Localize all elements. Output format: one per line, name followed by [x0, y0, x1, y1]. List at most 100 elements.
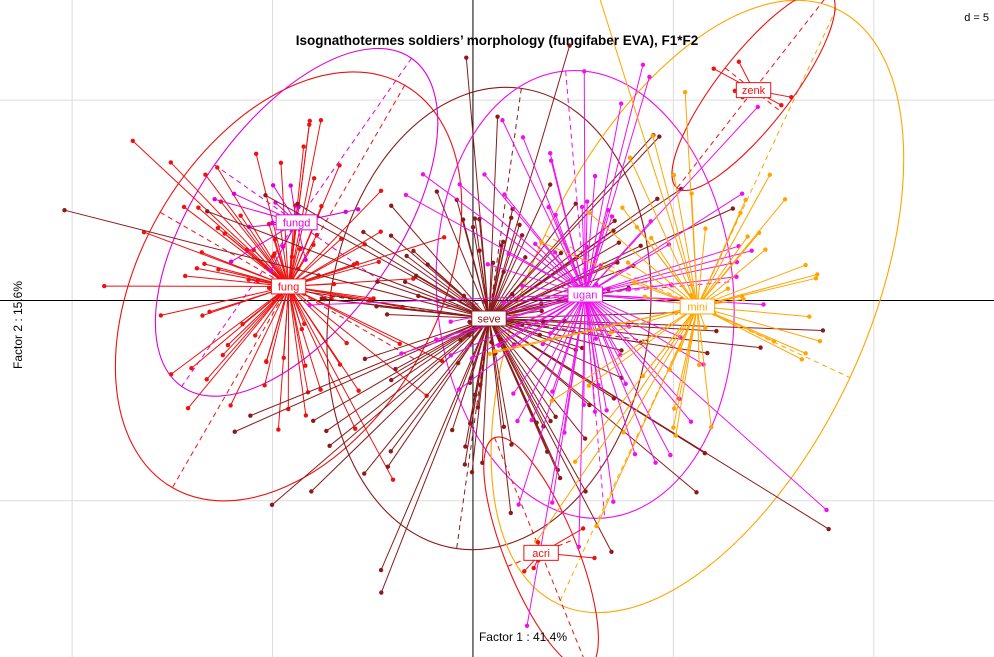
group-label-zenk: zenk [735, 82, 772, 99]
data-point-seve [322, 297, 327, 302]
data-point-ugan [547, 151, 553, 156]
data-point-mini [745, 234, 750, 239]
star-segment-seve [310, 318, 490, 492]
star-segment-seve [488, 318, 538, 423]
data-point-ugan [403, 192, 409, 198]
data-point-seve [523, 255, 528, 260]
group-labels: fung fungd seve ugan mini zenk acri [270, 82, 772, 561]
star-segment-ugan [584, 294, 704, 365]
data-point-seve [263, 193, 268, 198]
data-point-fungd [268, 268, 273, 273]
star-segment-fung [132, 140, 289, 287]
data-point-ugan [548, 331, 553, 336]
group-label-box-seve [471, 310, 507, 327]
data-point-ugan [582, 69, 587, 74]
data-point-fung [441, 235, 447, 240]
star-segment-seve [481, 318, 490, 463]
data-point-ugan [761, 302, 766, 307]
star-segment-ugan [436, 293, 586, 340]
data-point-fung [264, 359, 269, 364]
data-point-fungd [228, 259, 234, 264]
data-point-seve [460, 217, 466, 222]
data-point-seve [730, 206, 736, 211]
data-point-seve [705, 350, 710, 356]
data-point-ugan [485, 262, 490, 267]
star-segment-fung [288, 286, 360, 391]
data-point-ugan [448, 319, 453, 324]
star-segment-ugan [534, 243, 586, 295]
star-segment-mini [489, 305, 698, 355]
data-point-fung [220, 352, 225, 358]
ellipse-major-axis-seve [456, 88, 522, 549]
data-point-fung [204, 377, 209, 382]
star-segment-ugan [583, 71, 586, 295]
data-point-seve [638, 243, 643, 249]
star-segment-fung [254, 286, 289, 336]
star-segment-fung [288, 286, 348, 344]
data-point-fung [278, 160, 284, 166]
data-point-seve [388, 449, 394, 454]
star-segment-ugan [584, 176, 596, 295]
star-segment-seve [488, 134, 654, 319]
data-point-seve [384, 312, 390, 317]
data-point-fung [158, 313, 164, 318]
star-segment-fung [220, 201, 289, 287]
star-segment-seve [488, 317, 823, 331]
data-point-fung [289, 254, 295, 259]
data-point-seve [469, 470, 475, 475]
data-point-mini [803, 262, 808, 268]
data-point-fung [371, 296, 376, 301]
ellipse-major-axis-fung [171, 84, 406, 488]
star-segment-mini [691, 193, 698, 307]
star-segment-fung [279, 223, 290, 287]
data-point-seve [619, 348, 624, 353]
star-segment-ugan [513, 294, 586, 347]
data-point-ugan [457, 182, 462, 187]
data-point-mini [632, 280, 637, 286]
data-point-fung [102, 283, 107, 289]
data-point-seve [374, 304, 379, 309]
data-point-seve [553, 414, 558, 419]
data-point-fung [183, 273, 188, 279]
data-point-fung [168, 372, 174, 377]
data-point-ugan [739, 191, 745, 196]
data-point-ugan [540, 341, 545, 347]
data-point-mini [650, 133, 655, 138]
star-segment-ugan [584, 294, 671, 456]
group-label-fungd: fungd [275, 214, 318, 231]
star-segment-ugan [584, 294, 596, 412]
data-point-mini [586, 383, 592, 388]
data-point-seve [612, 218, 617, 223]
data-point-seve [467, 319, 472, 325]
data-point-mini [689, 191, 694, 196]
data-point-fung [185, 405, 191, 411]
star-segment-ugan [583, 294, 586, 405]
data-point-mini [782, 197, 788, 202]
data-point-seve [385, 464, 391, 469]
data-point-mini [815, 272, 820, 277]
data-point-fung [196, 205, 201, 210]
data-point-seve [509, 215, 514, 221]
data-point-seve [388, 233, 394, 238]
group-label-box-ugan [567, 286, 603, 303]
data-point-seve [509, 442, 514, 447]
data-point-seve [62, 207, 67, 213]
data-point-ugan [749, 248, 754, 253]
data-point-zenk [779, 103, 784, 108]
star-segment-ugan [512, 294, 586, 394]
data-point-mini [743, 197, 748, 203]
data-point-ugan [632, 451, 638, 457]
data-point-fungd [231, 191, 237, 197]
data-point-seve [362, 356, 368, 362]
data-point-ugan [533, 241, 538, 247]
data-point-seve [545, 449, 550, 454]
data-point-ugan [688, 419, 694, 424]
data-point-fungd [355, 207, 361, 212]
group-label-box-zenk [735, 82, 772, 99]
star-segment-ugan [484, 174, 586, 295]
scale-label: d = 5 [964, 12, 989, 24]
star-segment-ugan [578, 294, 586, 547]
star-segment-ugan [584, 106, 759, 295]
star-segment-mini [588, 212, 698, 307]
data-point-seve [501, 424, 507, 429]
